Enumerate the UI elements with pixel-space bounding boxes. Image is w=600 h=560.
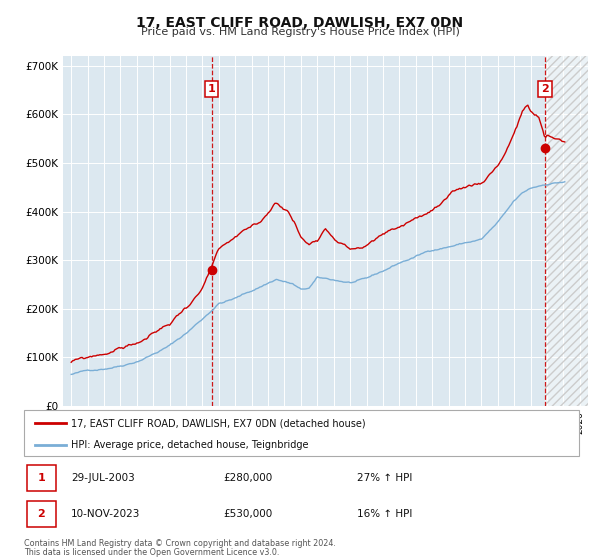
Bar [545, 56, 600, 406]
Text: 1: 1 [37, 473, 45, 483]
Text: 2: 2 [541, 84, 549, 94]
Bar [27, 465, 56, 492]
Text: This data is licensed under the Open Government Licence v3.0.: This data is licensed under the Open Gov… [24, 548, 280, 557]
Text: 10-NOV-2023: 10-NOV-2023 [71, 509, 140, 519]
Text: 17, EAST CLIFF ROAD, DAWLISH, EX7 0DN: 17, EAST CLIFF ROAD, DAWLISH, EX7 0DN [136, 16, 464, 30]
Text: Contains HM Land Registry data © Crown copyright and database right 2024.: Contains HM Land Registry data © Crown c… [24, 539, 336, 548]
Bar [27, 501, 56, 527]
Text: £530,000: £530,000 [224, 509, 273, 519]
Bar [545, 56, 600, 406]
Text: 29-JUL-2003: 29-JUL-2003 [71, 473, 135, 483]
Text: HPI: Average price, detached house, Teignbridge: HPI: Average price, detached house, Teig… [71, 440, 308, 450]
Text: 17, EAST CLIFF ROAD, DAWLISH, EX7 0DN (detached house): 17, EAST CLIFF ROAD, DAWLISH, EX7 0DN (d… [71, 418, 366, 428]
Text: 1: 1 [208, 84, 215, 94]
Text: 2: 2 [37, 509, 45, 519]
Text: Price paid vs. HM Land Registry's House Price Index (HPI): Price paid vs. HM Land Registry's House … [140, 27, 460, 37]
Text: £280,000: £280,000 [224, 473, 273, 483]
Text: 16% ↑ HPI: 16% ↑ HPI [357, 509, 412, 519]
Text: 27% ↑ HPI: 27% ↑ HPI [357, 473, 412, 483]
